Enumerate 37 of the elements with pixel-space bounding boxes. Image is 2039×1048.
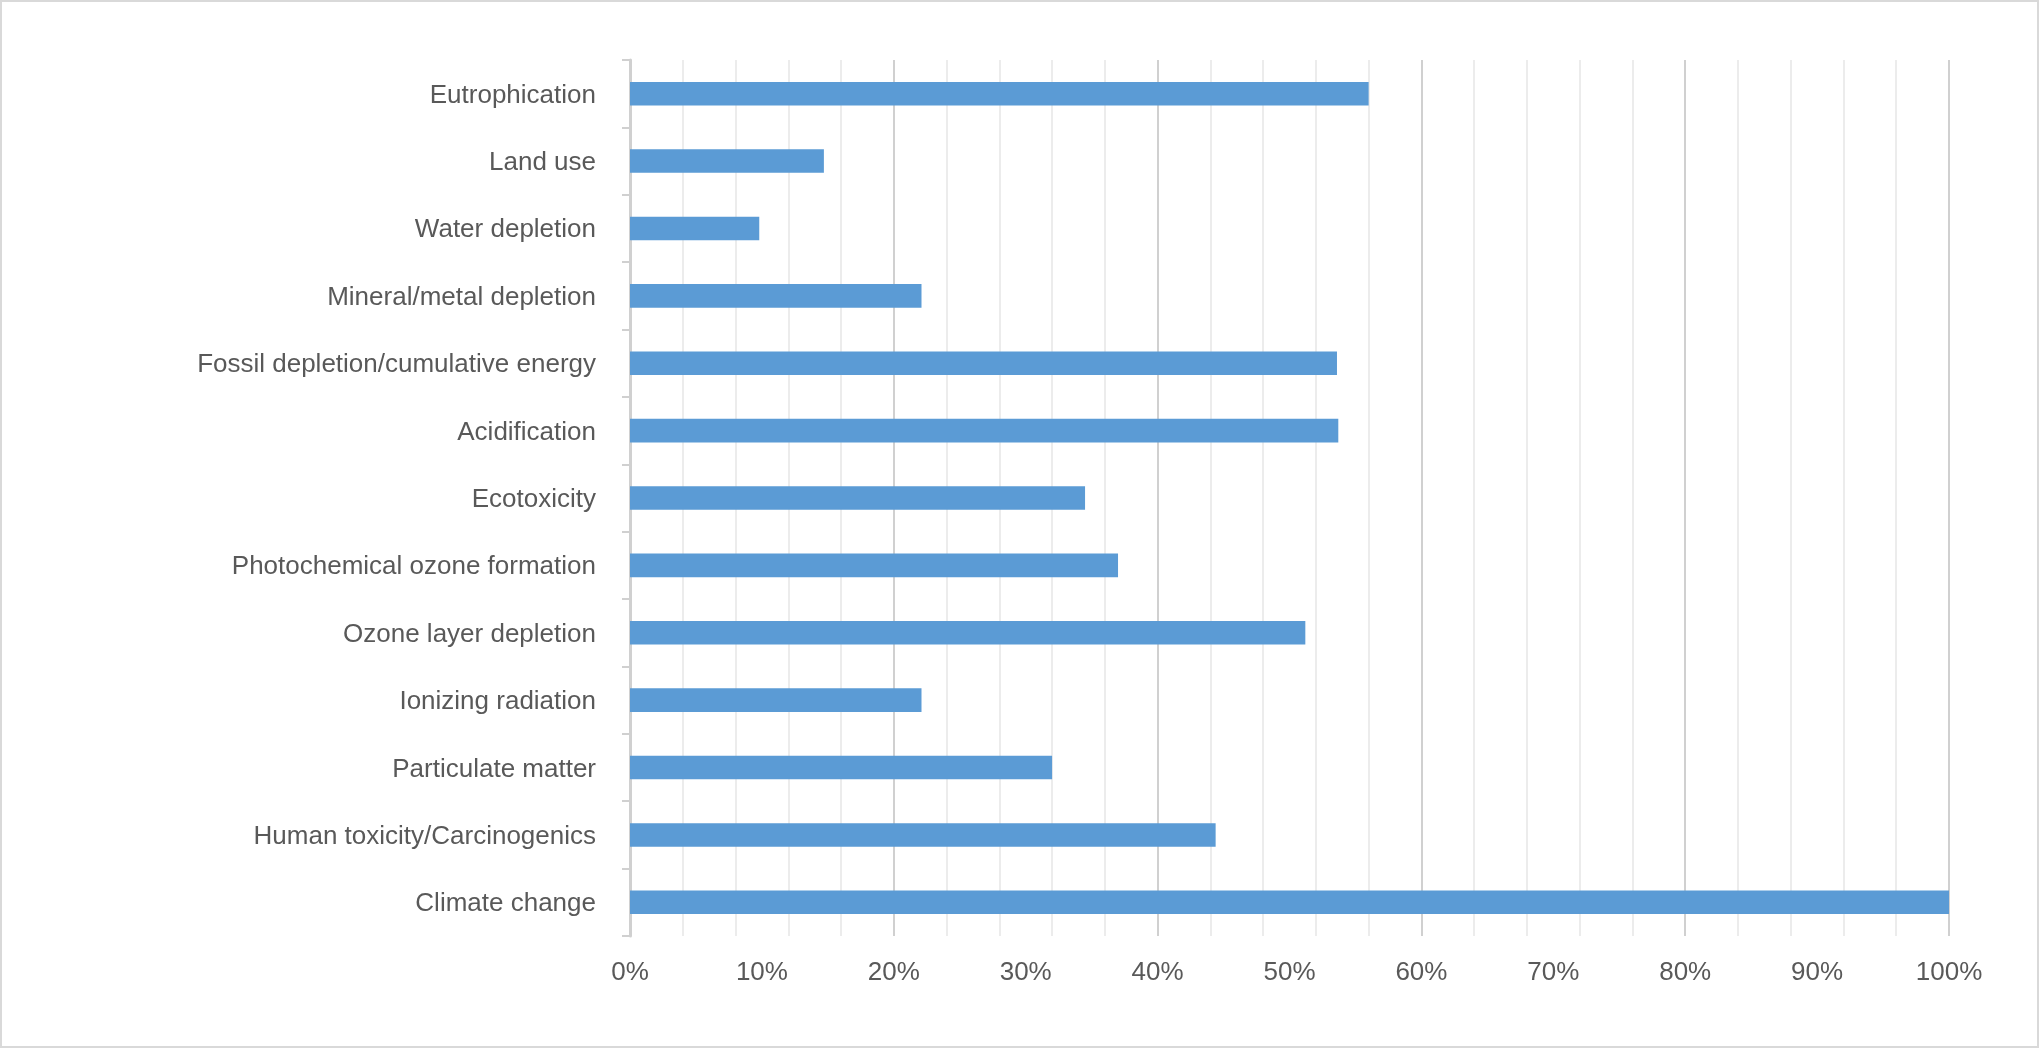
y-tick-label: Photochemical ozone formation [231,550,596,581]
y-tick-label: Land use [489,146,596,177]
bar [630,620,1306,645]
x-tick-label: 0% [611,956,649,986]
bar [630,553,1119,578]
y-tick-label: Water depletion [414,213,596,244]
y-tick-label: Ozone layer depletion [343,617,596,648]
y-tick-label: Eutrophication [429,78,596,109]
x-tick-label: 10% [735,956,788,986]
bar [630,81,1369,106]
bar [630,149,824,173]
x-tick-label: 60% [1395,956,1448,986]
bar [630,823,1216,847]
y-tick-label: Human toxicity/Carcinogenics [253,819,596,850]
y-tick-label: Mineral/metal depletion [327,280,596,311]
bar [630,351,1337,376]
y-tick-label: Particulate matter [392,752,597,783]
y-tick-label: Climate change [415,887,596,918]
y-tick-label: Acidification [457,415,596,446]
x-tick-label: 40% [1131,956,1184,986]
bar [630,284,922,308]
x-tick-label: 100% [1915,956,1983,986]
x-tick-label: 80% [1659,956,1712,986]
bar [630,486,1086,510]
y-tick-label: Ecotoxicity [471,483,596,513]
x-tick-label: 30% [999,956,1052,986]
bar [630,890,1949,915]
bar [630,216,760,241]
x-tick-label: 90% [1791,956,1844,986]
bar [630,418,1339,443]
y-tick-label: Ionizing radiation [399,685,596,716]
x-tick-label: 50% [1263,956,1316,986]
bar [630,688,922,712]
x-tick-label: 20% [867,956,920,986]
y-tick-label: Fossil depletion/cumulative energy [197,348,596,379]
x-tick-label: 70% [1527,956,1580,986]
bar [630,755,1053,780]
